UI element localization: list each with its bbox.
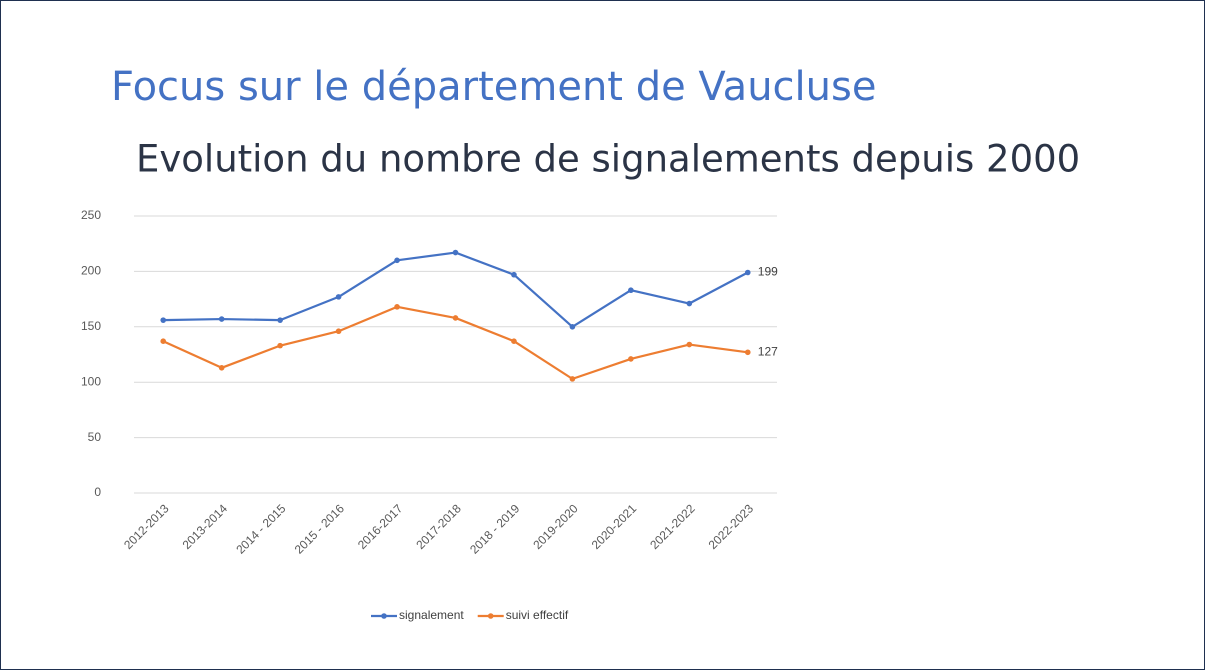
legend-marker	[487, 613, 494, 619]
data-label: 199	[758, 265, 778, 279]
legend-label: signalement	[399, 608, 464, 622]
chart-subtitle: Evolution du nombre de signalements depu…	[136, 138, 1080, 181]
data-point	[511, 271, 517, 278]
data-point	[160, 338, 167, 345]
data-point	[744, 349, 751, 356]
x-tick-label: 2020-2021	[589, 501, 640, 552]
x-tick-label: 2015 - 2016	[292, 501, 347, 556]
data-point	[394, 304, 400, 310]
x-tick-label: 2017-2018	[413, 501, 464, 552]
y-tick-label: 150	[81, 319, 101, 333]
x-tick-label: 2013-2014	[180, 501, 231, 552]
data-point	[160, 317, 167, 323]
data-point	[277, 342, 283, 349]
x-tick-label: 2014 - 2015	[233, 501, 288, 556]
data-point	[569, 376, 576, 382]
y-tick-label: 200	[81, 264, 101, 278]
data-point	[335, 328, 342, 335]
data-point	[569, 324, 576, 330]
data-point	[628, 356, 634, 362]
data-label: 127	[758, 344, 778, 358]
x-tick-label: 2021-2022	[647, 501, 698, 552]
y-tick-label: 50	[88, 430, 102, 444]
data-point	[628, 287, 634, 294]
data-point	[686, 300, 693, 307]
data-point	[218, 364, 225, 371]
legend-marker	[381, 613, 387, 619]
data-point	[452, 315, 459, 321]
data-point	[511, 338, 517, 345]
x-tick-label: 2018 - 2019	[467, 501, 522, 556]
data-point	[394, 257, 400, 264]
x-tick-label: 2019-2020	[530, 501, 581, 552]
x-tick-label: 2022-2023	[706, 501, 757, 552]
y-tick-label: 100	[81, 374, 101, 388]
x-tick-label: 2016-2017	[355, 501, 406, 552]
legend-label: suivi effectif	[506, 608, 569, 622]
data-point	[452, 249, 459, 256]
data-point	[686, 341, 693, 348]
data-point	[744, 269, 751, 276]
chart-title: Focus sur le département de Vaucluse	[111, 64, 876, 110]
data-point	[277, 317, 283, 323]
x-tick-label: 2012-2013	[121, 501, 172, 552]
data-point	[218, 316, 225, 322]
data-point	[335, 294, 342, 300]
y-tick-label: 250	[81, 208, 101, 222]
y-tick-label: 0	[94, 485, 101, 499]
